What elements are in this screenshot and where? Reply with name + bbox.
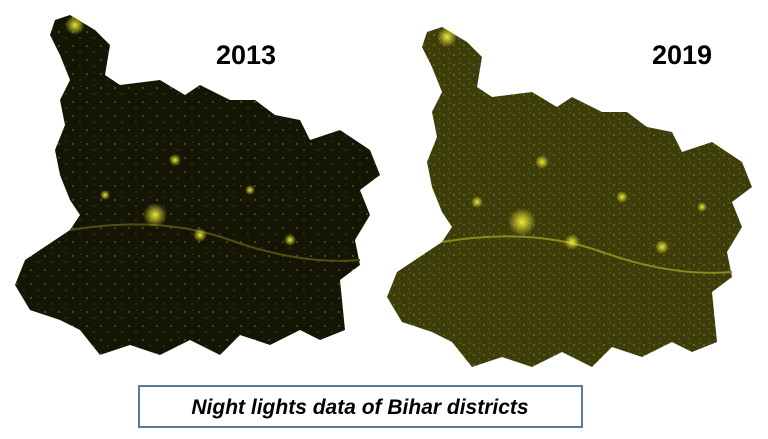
- year-label: 2013: [216, 40, 276, 70]
- map-2019: [387, 27, 752, 367]
- year-label: 2019: [652, 40, 712, 70]
- caption: Night lights data of Bihar districts: [191, 396, 528, 419]
- map-2013: [15, 15, 380, 355]
- caption-box: [138, 385, 583, 428]
